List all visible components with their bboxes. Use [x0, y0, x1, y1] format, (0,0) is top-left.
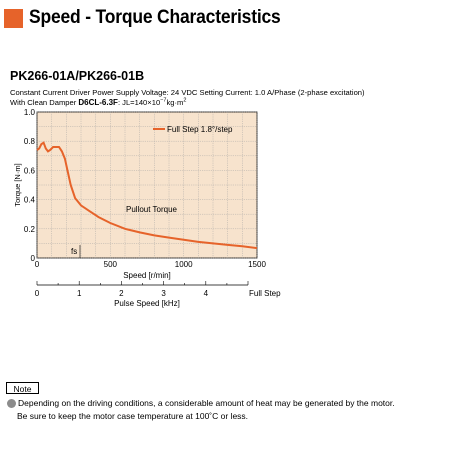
pulse-axis-suffix: Full Step — [249, 289, 281, 298]
x-tick-label: 500 — [104, 260, 118, 269]
note-line-2: Be sure to keep the motor case temperatu… — [17, 411, 249, 421]
section-header: Speed - Torque Characteristics — [4, 6, 302, 30]
x-tick-label: 1500 — [248, 260, 266, 269]
y-tick-label: 1.0 — [24, 108, 36, 117]
pulse-speed-axis: 0 1 2 3 4 Full Step Pulse Speed [kHz] — [35, 281, 281, 308]
inertia-unit-exp: 2 — [183, 97, 187, 104]
x-axis-label: Speed [r/min] — [123, 271, 171, 280]
y-axis-label: Torque [N·m] — [13, 163, 22, 206]
note-line-1: Depending on the driving conditions, a c… — [7, 398, 395, 408]
pulse-tick-label: 3 — [161, 289, 166, 298]
pulse-tick-label: 1 — [77, 289, 82, 298]
bullet-icon — [7, 398, 16, 408]
conditions-line-1: Constant Current Driver Power Supply Vol… — [10, 88, 365, 97]
model-name: PK266-01A/PK266-01B — [10, 69, 145, 83]
damper-name: D6CL-6.3F — [78, 98, 118, 107]
inertia-unit: kg·m — [166, 98, 184, 107]
y-tick-label: 0 — [31, 254, 36, 263]
y-tick-labels: 0 0.2 0.4 0.6 0.8 1.0 — [24, 108, 36, 263]
header-accent-square — [4, 8, 23, 28]
pulse-tick-label: 4 — [204, 289, 209, 298]
x-tick-label: 1000 — [175, 260, 193, 269]
inertia-exp: −7 — [160, 97, 167, 104]
y-tick-label: 0.8 — [24, 137, 36, 146]
note-text-1: Depending on the driving conditions, a c… — [18, 398, 395, 408]
pulse-tick-labels: 0 1 2 3 4 — [35, 281, 249, 298]
series-line-full-step — [36, 141, 258, 250]
page-title: Speed - Torque Characteristics — [29, 7, 281, 28]
annotation-fs: fs — [71, 247, 77, 256]
x-tick-labels: 0 500 1000 1500 — [35, 260, 267, 269]
y-tick-label: 0.2 — [24, 225, 36, 234]
legend: Full Step 1.8°/step — [153, 125, 233, 134]
pulse-tick-label: 0 — [35, 289, 40, 298]
annotation-pullout-torque: Pullout Torque — [126, 205, 178, 214]
x-tick-label: 0 — [35, 260, 40, 269]
y-tick-label: 0.4 — [24, 196, 36, 205]
conditions-line-2: With Clean Damper D6CL-6.3F: JL=140×10−7… — [10, 98, 186, 107]
damper-prefix: With Clean Damper — [10, 98, 79, 107]
legend-label: Full Step 1.8°/step — [167, 125, 233, 134]
pulse-axis-label: Pulse Speed [kHz] — [114, 299, 180, 308]
inertia-text: : JL=140×10 — [117, 98, 161, 107]
y-tick-label: 0.6 — [24, 166, 36, 175]
pulse-tick-label: 2 — [119, 289, 124, 298]
note-label: Note — [6, 382, 39, 394]
